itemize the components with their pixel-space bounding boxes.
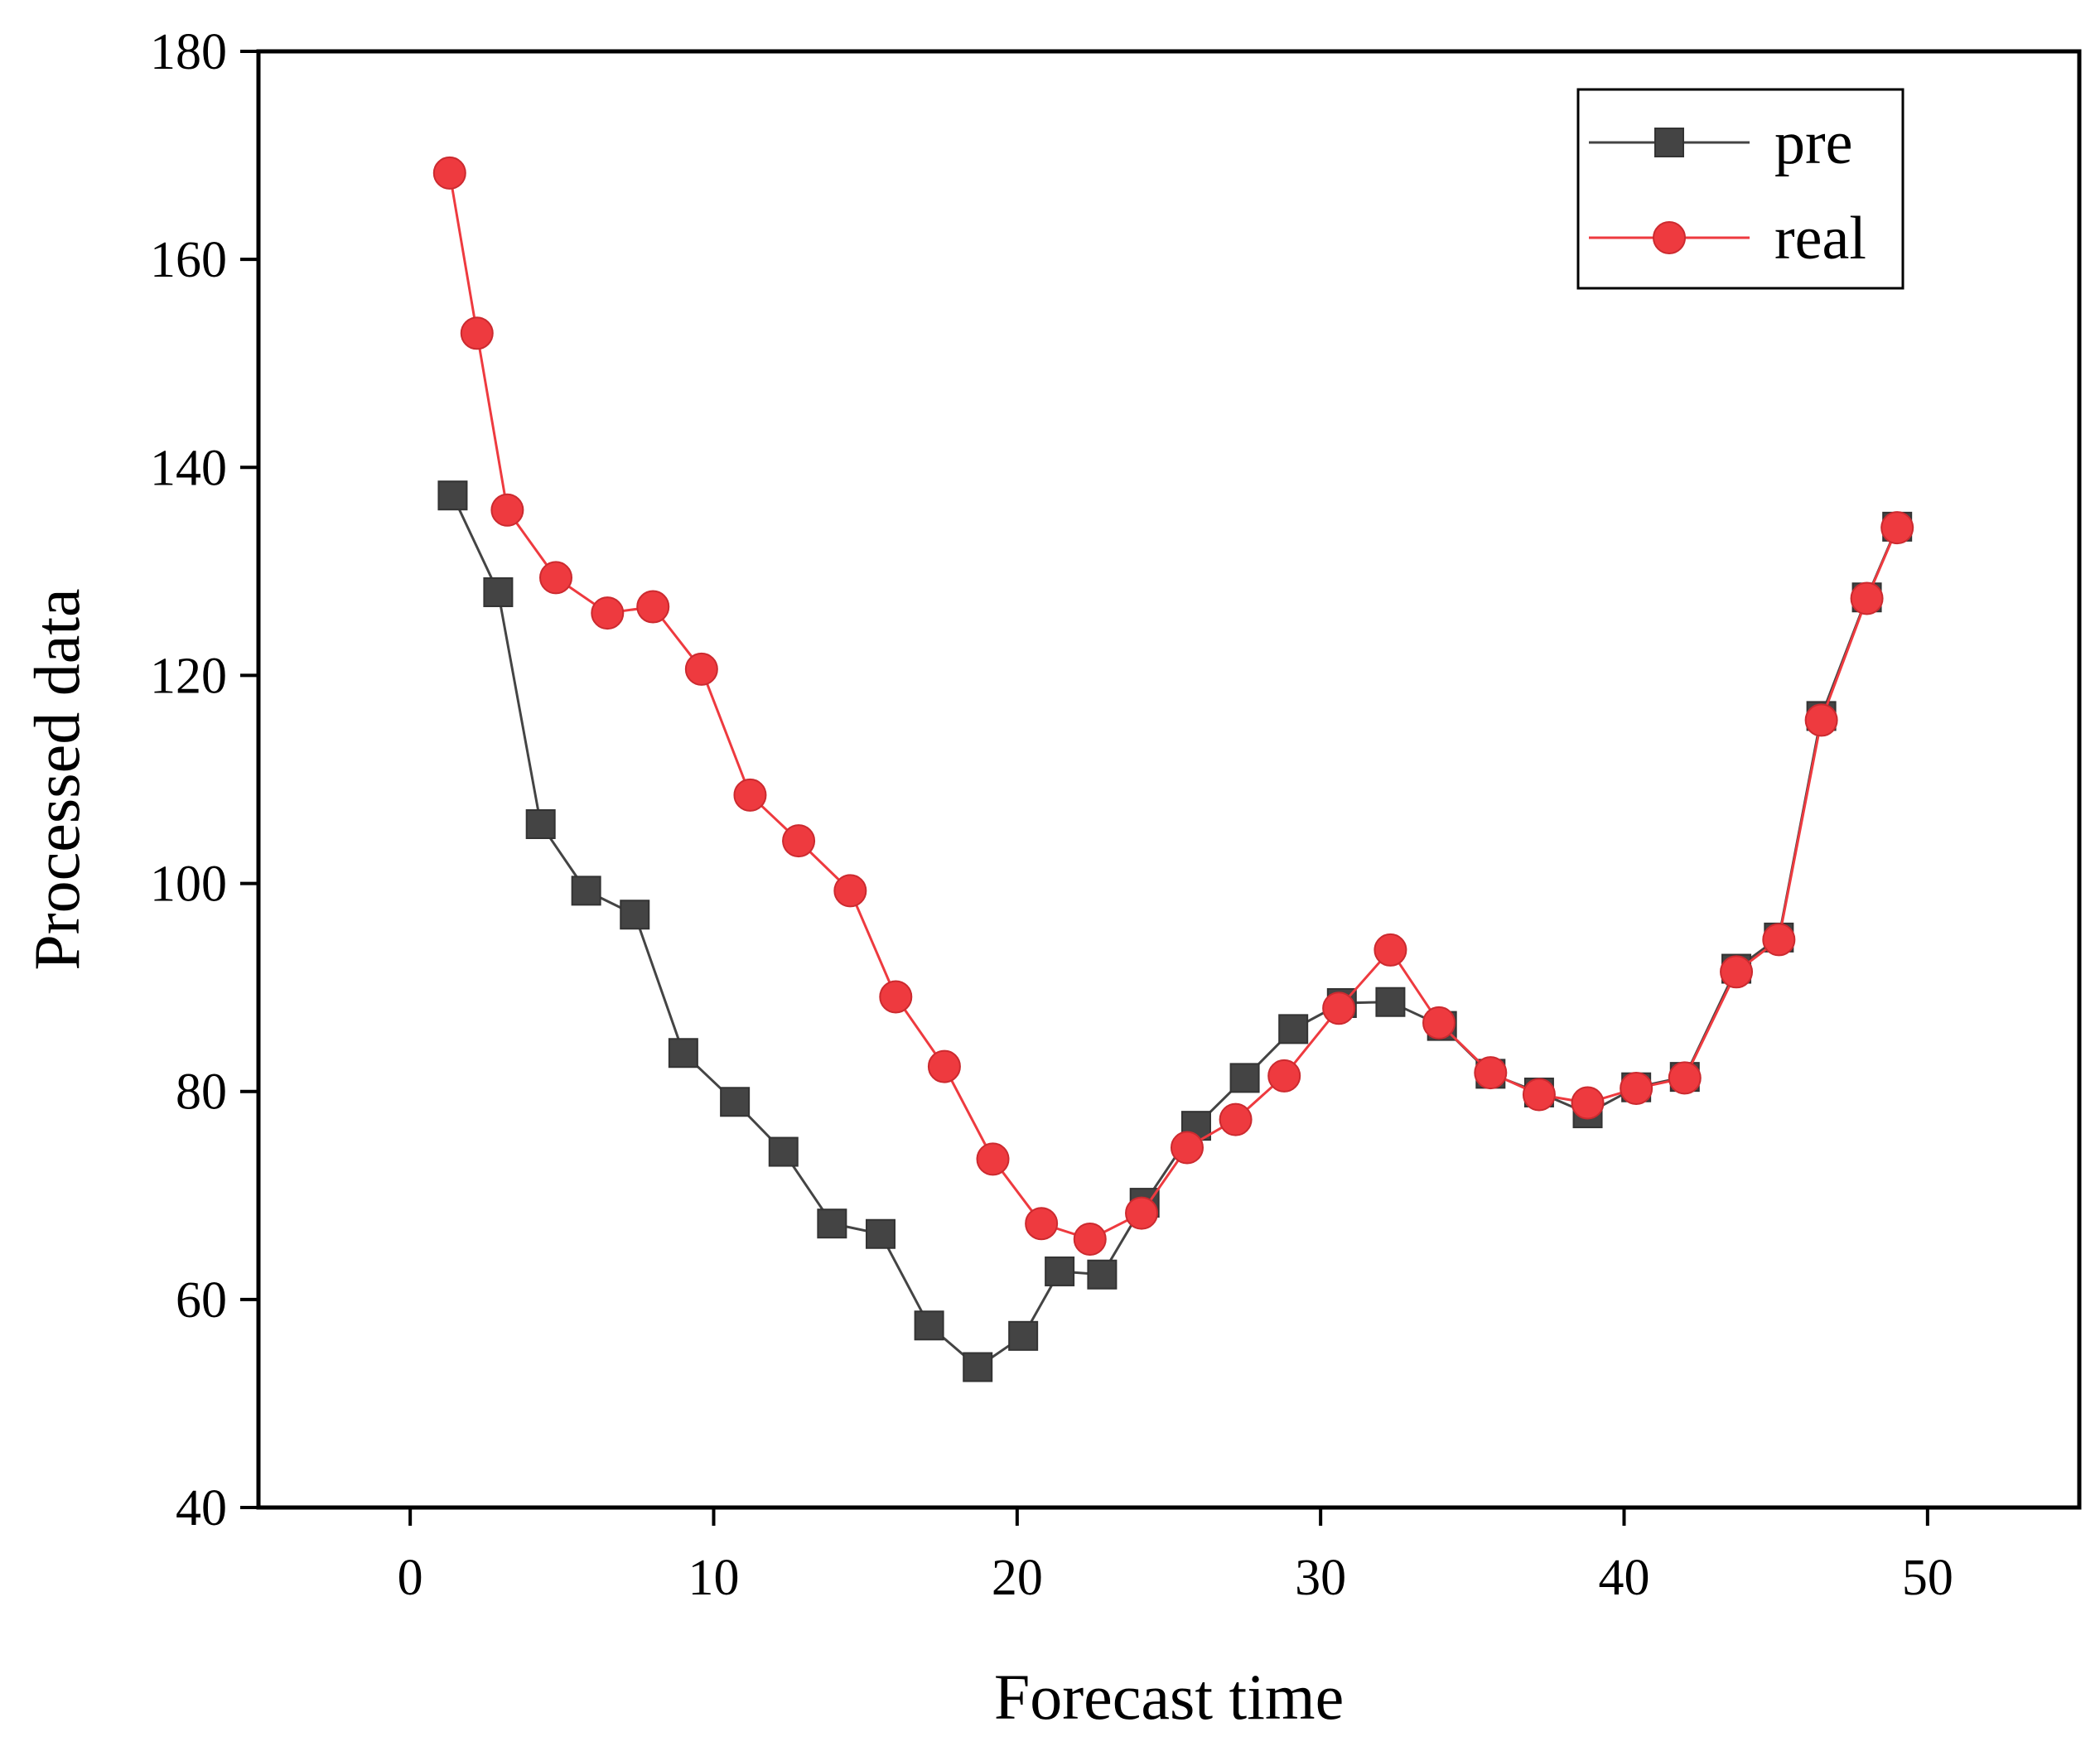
x-axis: 0 10 20 30 40 50 <box>398 1508 1953 1606</box>
y-axis-title: Processed data <box>21 588 93 970</box>
data-point-real <box>976 1142 1010 1176</box>
data-point-real <box>1720 955 1754 989</box>
data-point-real <box>927 1049 961 1083</box>
x-tick-label: 30 <box>1295 1550 1346 1606</box>
data-point-real <box>879 980 913 1014</box>
legend-label-pre: pre <box>1774 109 1853 177</box>
data-point-real <box>1620 1071 1653 1105</box>
data-point-real <box>1219 1102 1253 1136</box>
legend-box <box>1576 88 1904 290</box>
data-point-real <box>733 778 767 812</box>
data-point-real <box>1668 1061 1702 1095</box>
data-point-real <box>1025 1207 1059 1241</box>
data-point-pre <box>963 1352 993 1382</box>
data-point-pre <box>620 900 650 930</box>
y-tick-label: 60 <box>176 1272 227 1329</box>
legend-label-real: real <box>1774 205 1866 273</box>
data-point-real <box>636 590 670 624</box>
legend-items: pre real <box>1589 109 1866 273</box>
x-tick-label: 50 <box>1902 1550 1953 1606</box>
y-axis: 40 60 80 100 120 140 160 180 <box>150 24 258 1536</box>
data-point-pre <box>865 1218 896 1249</box>
data-point-real <box>539 561 573 595</box>
data-point-pre <box>525 808 556 839</box>
y-tick-label: 140 <box>150 440 227 496</box>
y-tick-label: 100 <box>150 856 227 913</box>
data-point-real <box>460 316 494 350</box>
legend-marker-pre <box>1654 128 1684 157</box>
x-tick-label: 0 <box>398 1550 423 1606</box>
data-point-real <box>782 824 816 858</box>
x-tick-label: 40 <box>1599 1550 1650 1606</box>
x-tick-label: 20 <box>992 1550 1043 1606</box>
data-point-real <box>1474 1056 1508 1090</box>
data-point-pre <box>437 480 468 511</box>
data-point-real <box>1804 703 1838 737</box>
data-point-real <box>1571 1086 1605 1120</box>
data-point-real <box>591 596 625 630</box>
data-point-real <box>684 652 718 686</box>
data-point-real <box>1522 1078 1556 1112</box>
legend-marker-real <box>1653 221 1686 254</box>
data-point-real <box>1422 1006 1456 1040</box>
data-point-real <box>1267 1059 1301 1093</box>
data-point-pre <box>1278 1014 1309 1044</box>
data-point-pre <box>720 1087 751 1117</box>
legend-entry-real: real <box>1589 205 1866 273</box>
series-real <box>432 156 1914 1257</box>
data-point-pre <box>1229 1063 1260 1093</box>
data-point-pre <box>668 1038 698 1069</box>
data-point-real <box>490 493 524 527</box>
data-point-pre <box>817 1208 847 1239</box>
series-layer <box>432 156 1914 1382</box>
legend: pre real <box>1576 88 1904 290</box>
y-tick-label: 120 <box>150 648 227 704</box>
data-point-pre <box>1087 1259 1118 1290</box>
data-point-real <box>1170 1131 1204 1165</box>
data-point-pre <box>768 1136 799 1167</box>
data-point-pre <box>571 876 601 906</box>
plot-frame <box>256 49 2082 1510</box>
data-point-pre <box>1008 1320 1039 1351</box>
data-point-real <box>1880 511 1914 545</box>
y-tick-label: 160 <box>150 232 227 288</box>
y-tick-label: 180 <box>150 24 227 80</box>
y-tick-label: 40 <box>176 1480 227 1536</box>
data-point-real <box>1125 1196 1159 1230</box>
data-point-pre <box>1375 987 1406 1017</box>
data-point-real <box>432 156 466 190</box>
data-point-real <box>1322 991 1356 1025</box>
data-point-real <box>1850 581 1884 615</box>
data-point-real <box>1373 933 1407 967</box>
x-axis-title: Forecast time <box>994 1661 1344 1733</box>
data-point-real <box>833 874 867 908</box>
y-tick-label: 80 <box>176 1064 227 1121</box>
data-point-pre <box>1045 1256 1075 1286</box>
data-point-pre <box>914 1310 944 1341</box>
data-point-real <box>1073 1223 1107 1257</box>
x-tick-label: 10 <box>688 1550 740 1606</box>
data-point-pre <box>483 576 514 607</box>
data-point-real <box>1762 923 1796 957</box>
legend-entry-pre: pre <box>1589 109 1853 177</box>
